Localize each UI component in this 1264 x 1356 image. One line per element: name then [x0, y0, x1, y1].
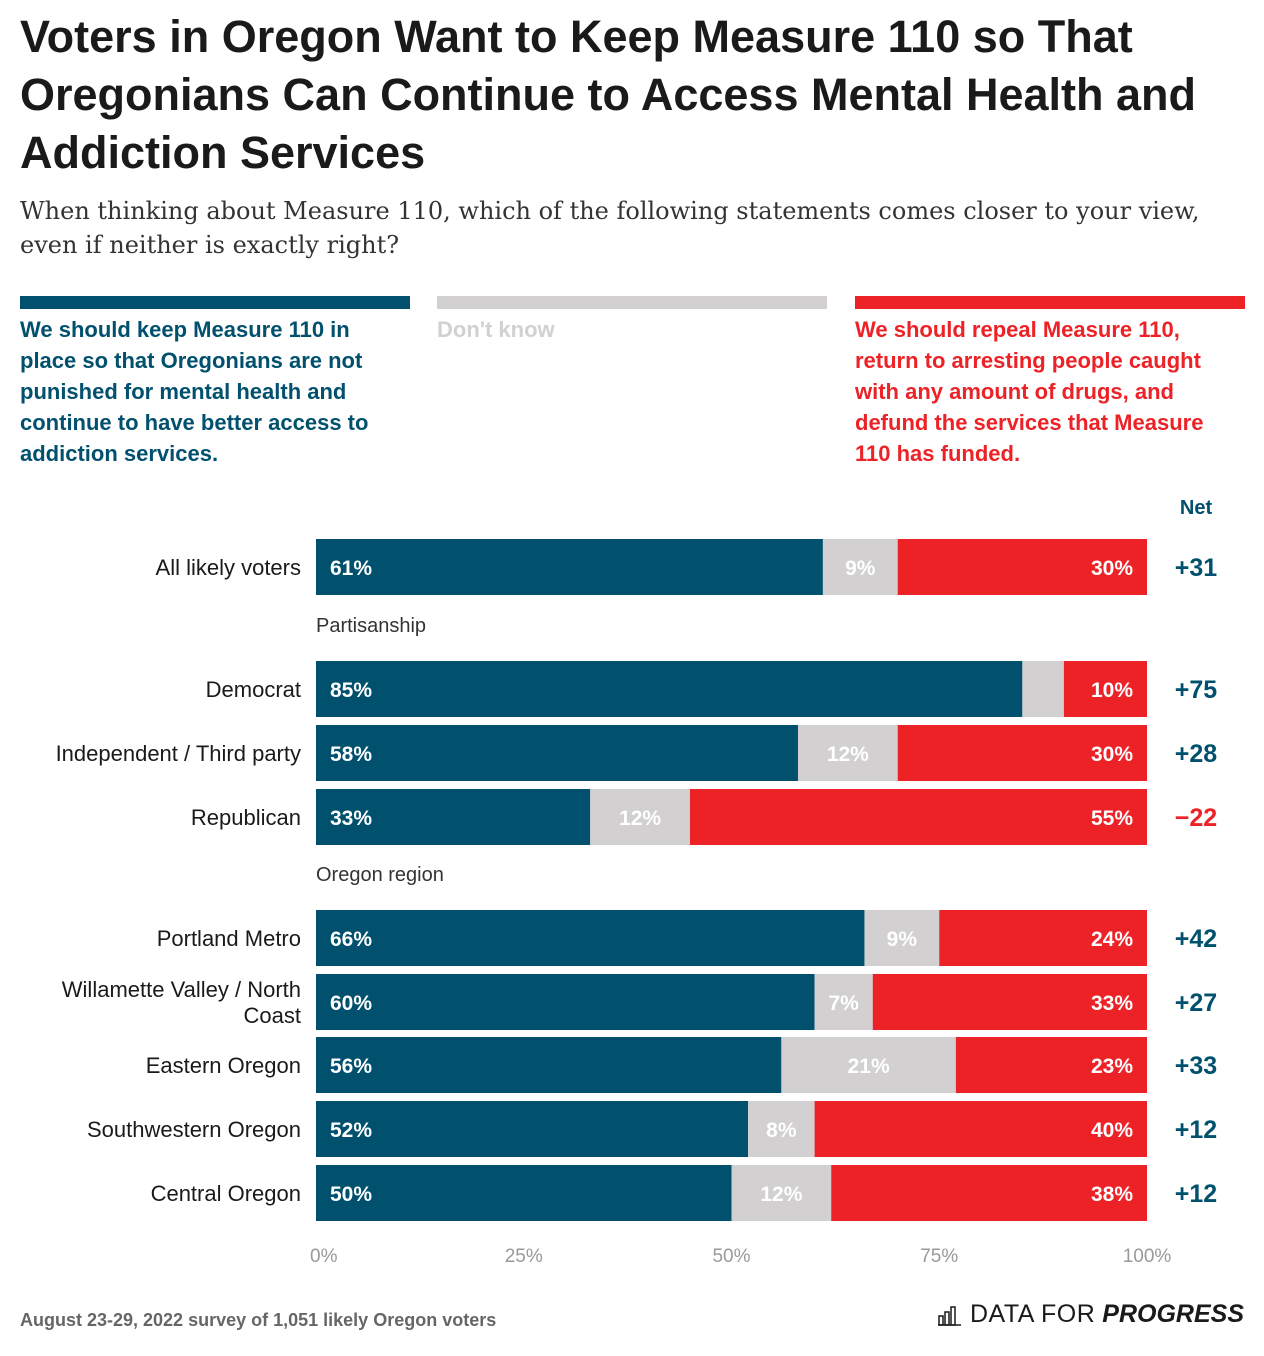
category-label: Independent / Third party: [56, 741, 301, 766]
bar-segment-dont-know: [590, 789, 690, 845]
net-value: +27: [1175, 989, 1217, 1017]
survey-footnote: August 23-29, 2022 survey of 1,051 likel…: [20, 1310, 497, 1330]
legend-label-dont-know: Don't know: [437, 317, 555, 342]
value-label-keep: 52%: [330, 1119, 372, 1142]
bar-segment-keep: [316, 539, 823, 595]
x-tick-label: 25%: [505, 1246, 543, 1267]
bar-segment-keep: [316, 910, 865, 966]
bar-segment-dont-know: [814, 974, 873, 1030]
value-label-dont-know: 8%: [766, 1119, 797, 1142]
value-label-dont-know: 9%: [887, 928, 918, 951]
legend-label-repeal: We should repeal Measure 110, return to …: [855, 317, 1204, 466]
chart-title: Voters in Oregon Want to Keep Measure 11…: [20, 11, 1197, 178]
category-label: Democrat: [206, 677, 301, 702]
value-label-dont-know: 9%: [845, 557, 876, 580]
bar-segment-dont-know: [822, 539, 898, 595]
category-label: Portland Metro: [157, 926, 301, 951]
brand-name: DATA FOR: [969, 1300, 1096, 1328]
x-tick-label: 75%: [920, 1246, 958, 1267]
category-label: All likely voters: [156, 555, 301, 580]
bar-segment-dont-know: [1022, 661, 1064, 717]
bar-segment-repeal: [689, 789, 1147, 845]
value-label-repeal: 38%: [1091, 1183, 1133, 1206]
brand-name-bold: PROGRESS: [1102, 1300, 1244, 1328]
category-label: Eastern Oregon: [146, 1053, 301, 1078]
value-label-keep: 56%: [330, 1055, 372, 1078]
category-label-continued: Coast: [244, 1003, 301, 1028]
bar-segment-repeal: [939, 910, 1147, 966]
bar-segment-keep: [316, 1037, 782, 1093]
bar-chart-logo-icon: [937, 1305, 961, 1326]
value-label-dont-know: 7%: [829, 992, 860, 1015]
category-label: Southwestern Oregon: [87, 1117, 301, 1142]
stacked-bar-chart: Net All likely voters 61% 9% 30% +31 Partisans…: [56, 497, 1218, 1267]
net-value: +12: [1175, 1180, 1217, 1208]
x-tick-label: 0%: [310, 1246, 338, 1267]
bar-segment-repeal: [1063, 661, 1147, 717]
value-label-dont-know: 21%: [848, 1055, 890, 1078]
net-value: +28: [1175, 740, 1218, 768]
value-label-repeal: 30%: [1091, 557, 1133, 580]
bar-segment-keep: [316, 1101, 749, 1157]
value-label-keep: 50%: [330, 1183, 372, 1206]
bar-segment-dont-know: [781, 1037, 956, 1093]
value-label-repeal: 10%: [1091, 679, 1133, 702]
brand-logo: DATA FOR PROGRESS: [937, 1300, 1244, 1329]
legend-swatch-dont-know: [437, 296, 827, 309]
net-value: −22: [1175, 804, 1217, 832]
value-label-dont-know: 12%: [827, 743, 869, 766]
category-label: Willamette Valley / North: [62, 977, 301, 1002]
value-label-dont-know: 12%: [619, 807, 661, 830]
value-label-keep: 33%: [330, 807, 372, 830]
value-label-repeal: 40%: [1091, 1119, 1133, 1142]
value-label-repeal: 30%: [1091, 743, 1133, 766]
value-label-repeal: 55%: [1091, 807, 1133, 830]
legend-swatch-keep: [20, 296, 410, 309]
value-label-dont-know: 12%: [760, 1183, 802, 1206]
net-value: +31: [1175, 554, 1218, 582]
value-label-keep: 61%: [330, 557, 372, 580]
x-tick-label: 100%: [1123, 1246, 1172, 1267]
bar-segment-dont-know: [864, 910, 940, 966]
bar-segment-repeal: [831, 1165, 1147, 1221]
value-label-keep: 58%: [330, 743, 372, 766]
net-value: +42: [1175, 925, 1217, 953]
bar-segment-repeal: [814, 1101, 1147, 1157]
value-label-keep: 66%: [330, 928, 372, 951]
bar-segment-keep: [316, 974, 815, 1030]
category-label: Central Oregon: [151, 1181, 301, 1206]
net-value: +12: [1175, 1116, 1217, 1144]
group-label: Oregon region: [316, 864, 444, 886]
net-value: +33: [1175, 1052, 1217, 1080]
legend-swatch-repeal: [855, 296, 1245, 309]
x-tick-label: 50%: [712, 1246, 750, 1267]
net-value: +75: [1175, 676, 1218, 704]
chart-subtitle: When thinking about Measure 110, which o…: [20, 197, 1200, 259]
value-label-repeal: 23%: [1091, 1055, 1133, 1078]
bar-segment-keep: [316, 789, 591, 845]
value-label-keep: 85%: [330, 679, 372, 702]
bar-segment-repeal: [872, 974, 1147, 1030]
value-label-keep: 60%: [330, 992, 372, 1015]
bar-segment-dont-know: [797, 725, 898, 781]
bar-segment-keep: [316, 725, 798, 781]
bar-segment-repeal: [897, 725, 1147, 781]
bar-segment-dont-know: [731, 1165, 832, 1221]
bar-segment-repeal: [955, 1037, 1147, 1093]
bar-segment-dont-know: [748, 1101, 815, 1157]
legend-label-keep: We should keep Measure 110 in place so t…: [20, 317, 369, 466]
bar-segment-keep: [316, 1165, 732, 1221]
value-label-repeal: 24%: [1091, 928, 1133, 951]
category-label: Republican: [191, 805, 301, 830]
bar-segment-keep: [316, 661, 1023, 717]
group-label: Partisanship: [316, 615, 426, 637]
bar-segment-repeal: [897, 539, 1147, 595]
value-label-repeal: 33%: [1091, 992, 1133, 1015]
net-header: Net: [1180, 497, 1213, 519]
